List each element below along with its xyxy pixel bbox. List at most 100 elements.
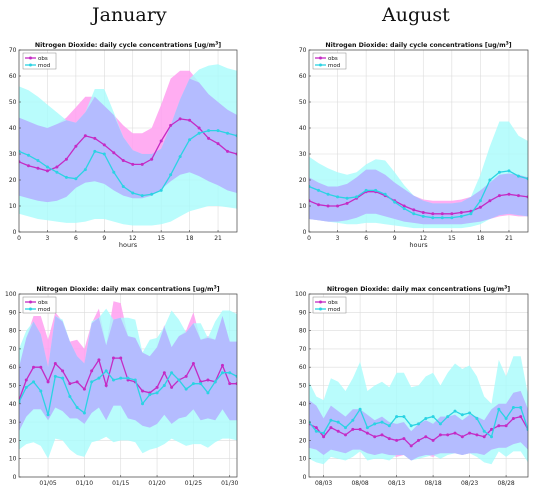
mod-point <box>82 411 86 415</box>
mod-point <box>440 216 444 220</box>
obs-point <box>309 199 311 203</box>
obs-point <box>526 195 528 199</box>
obs-point <box>453 431 457 435</box>
obs-point <box>74 144 78 148</box>
mod-point <box>421 214 425 218</box>
mod-point <box>460 413 464 417</box>
obs-point <box>395 438 399 442</box>
x-tick-label: 18 <box>477 235 485 242</box>
obs-point <box>121 159 125 162</box>
mod-point <box>206 391 210 395</box>
y-tick-label: 80 <box>299 328 307 335</box>
x-tick-label: 21 <box>214 235 222 242</box>
obs-point <box>235 382 237 386</box>
obs-point <box>155 385 159 389</box>
plot-frame <box>18 49 238 233</box>
mod-point <box>228 371 232 375</box>
obs-point <box>478 205 482 209</box>
mod-point <box>402 415 406 419</box>
obs-point <box>446 433 450 437</box>
obs-point <box>159 139 163 143</box>
obs-point <box>402 204 406 208</box>
mod-point <box>383 192 387 196</box>
obs-point <box>178 117 182 121</box>
legend-obs-marker <box>29 300 32 304</box>
obs-point <box>93 136 97 140</box>
x-tick-label: 15 <box>448 235 456 242</box>
obs-point <box>131 162 135 166</box>
mod-point <box>150 192 154 196</box>
obs-point <box>402 437 406 441</box>
january-header: January <box>92 4 167 26</box>
mod-point <box>199 382 203 386</box>
obs-point <box>380 433 384 437</box>
mod-point <box>314 429 318 433</box>
obs-point <box>317 203 321 207</box>
legend-mod-marker <box>319 307 322 311</box>
y-tick-label: 100 <box>5 291 17 298</box>
y-tick-label: 50 <box>9 383 17 390</box>
mod-point <box>478 199 482 203</box>
mod-point <box>409 424 413 428</box>
obs-point <box>365 431 369 435</box>
x-tick-label: 08/13 <box>388 480 405 487</box>
x-axis-label: hours <box>119 241 138 249</box>
obs-point <box>169 123 173 127</box>
obs-point <box>329 426 333 430</box>
y-tick-label: 0 <box>303 229 307 236</box>
obs-point <box>220 363 224 367</box>
obs-point <box>216 142 220 146</box>
mod-point <box>235 134 237 138</box>
x-tick-label: 0 <box>307 235 311 242</box>
obs-point <box>409 444 413 448</box>
obs-point <box>459 211 463 214</box>
mod-point <box>226 131 230 135</box>
obs-point <box>431 438 435 442</box>
y-tick-label: 0 <box>13 474 17 481</box>
obs-point <box>61 369 65 373</box>
legend-obs-marker <box>319 56 322 60</box>
y-tick-label: 10 <box>299 203 307 210</box>
obs-point <box>450 212 454 216</box>
mod-point <box>162 384 166 387</box>
chart-title: Nitrogen Dioxide: daily cycle concentrat… <box>35 41 221 50</box>
obs-point <box>504 424 508 428</box>
mod-point <box>417 422 420 426</box>
obs-point <box>322 435 326 439</box>
mod-point <box>450 216 454 220</box>
mod-point <box>216 129 220 133</box>
obs-point <box>438 433 442 437</box>
obs-point <box>507 192 511 196</box>
x-tick-label: 08/03 <box>315 480 332 487</box>
legend-obs-marker <box>319 300 322 304</box>
chart-title: Nitrogen Dioxide: daily max concentratio… <box>36 285 219 294</box>
mod-point <box>358 407 362 411</box>
mod-point <box>121 185 125 188</box>
mod-point <box>111 378 115 382</box>
legend-obs-label: obs <box>38 56 48 62</box>
obs-point <box>111 356 115 360</box>
obs-point <box>19 160 21 164</box>
mod-point <box>26 153 30 157</box>
y-tick-label: 40 <box>299 125 307 132</box>
obs-point <box>68 382 72 386</box>
chart-title: Nitrogen Dioxide: daily max concentratio… <box>327 285 510 294</box>
obs-point <box>475 433 479 437</box>
x-tick-label: 9 <box>102 235 106 242</box>
obs-point <box>104 384 108 387</box>
x-tick-label: 01/05 <box>39 480 56 487</box>
mod-point <box>19 400 21 404</box>
y-tick-label: 70 <box>299 346 307 353</box>
mod-point <box>61 376 65 380</box>
obs-point <box>184 374 188 378</box>
x-tick-label: 08/23 <box>461 480 478 487</box>
mod-point <box>197 131 201 135</box>
mod-point <box>131 191 135 195</box>
obs-point <box>170 385 174 389</box>
y-tick-label: 70 <box>9 47 17 54</box>
mod-point <box>424 416 428 420</box>
mod-point <box>336 420 340 424</box>
